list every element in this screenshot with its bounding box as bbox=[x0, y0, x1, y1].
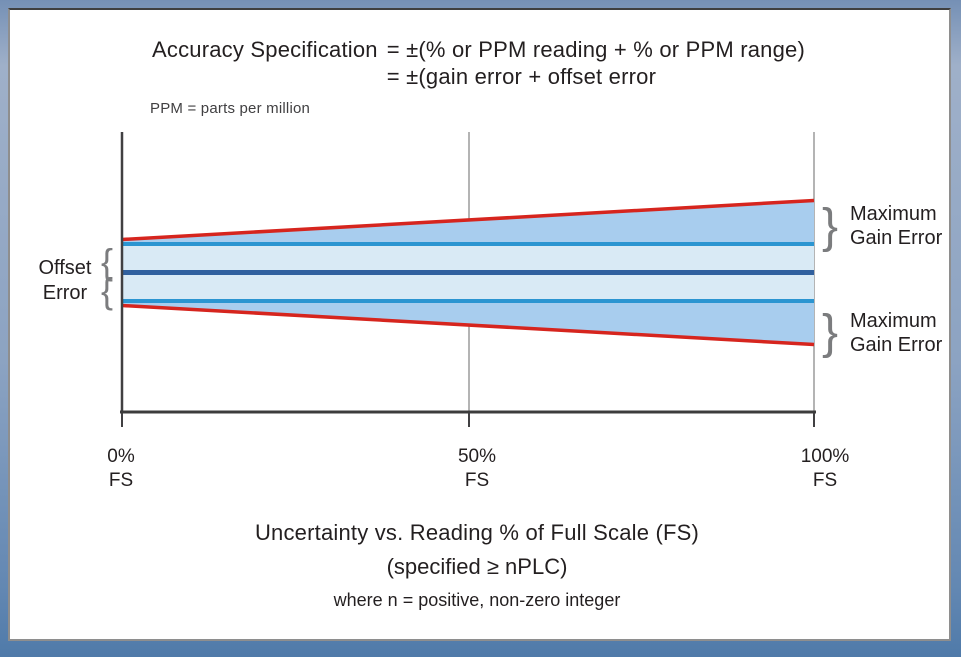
max-gain-error-bottom-line2: Gain Error bbox=[850, 334, 943, 356]
x-tick-label-0: 0% FS bbox=[86, 445, 156, 493]
title-rhs-line1: = ±(% or PPM reading + % or PPM range) bbox=[386, 37, 806, 62]
ppm-definition-note: PPM = parts per million bbox=[150, 100, 311, 117]
title-rhs-line2: = ±(gain error + offset error bbox=[386, 64, 657, 89]
chart-caption-title: Uncertainty vs. Reading % of Full Scale … bbox=[254, 520, 700, 545]
gain-error-band-lower bbox=[122, 299, 814, 344]
chart-caption-condition: (specified ≥ nPLC) bbox=[386, 554, 568, 579]
offset-error-label-line1: Offset bbox=[38, 257, 92, 279]
max-gain-error-bottom-line1: Maximum bbox=[850, 310, 937, 332]
offset-upper-brace-icon: { bbox=[101, 241, 114, 282]
offset-error-label: Offset Error bbox=[30, 256, 100, 306]
max-error-lower-line bbox=[121, 303, 815, 347]
figure-card: Accuracy Specification = ±(% or PPM read… bbox=[8, 8, 951, 641]
title-equation: Accuracy Specification = ±(% or PPM read… bbox=[152, 36, 805, 90]
max-gain-error-label-top: Maximum Gain Error bbox=[850, 202, 942, 250]
title-spacer bbox=[152, 63, 378, 90]
title-lhs: Accuracy Specification bbox=[152, 37, 378, 62]
gain-error-band-upper bbox=[122, 201, 814, 246]
gain-lower-brace-icon: } bbox=[822, 306, 839, 359]
x-tick-0-unit: FS bbox=[108, 470, 134, 491]
x-tick-50-percent: 50% bbox=[457, 446, 497, 467]
x-tick-100-percent: 100% bbox=[800, 446, 850, 467]
max-gain-error-label-bottom: Maximum Gain Error bbox=[850, 309, 942, 357]
x-tick-100-unit: FS bbox=[812, 470, 838, 491]
offset-lower-brace-icon: { bbox=[101, 270, 114, 311]
max-error-upper-line bbox=[121, 198, 815, 242]
gain-upper-brace-icon: } bbox=[822, 200, 839, 253]
max-gain-error-top-line2: Gain Error bbox=[850, 227, 943, 249]
x-tick-label-100: 100% FS bbox=[790, 445, 860, 493]
offset-error-band bbox=[122, 244, 814, 301]
chart-caption-note: where n = positive, non-zero integer bbox=[333, 590, 621, 610]
max-gain-error-top-line1: Maximum bbox=[850, 203, 937, 225]
offset-error-label-line2: Error bbox=[42, 282, 88, 304]
x-tick-label-50: 50% FS bbox=[442, 445, 512, 493]
x-tick-50-unit: FS bbox=[464, 470, 490, 491]
x-tick-0-percent: 0% bbox=[107, 446, 135, 467]
